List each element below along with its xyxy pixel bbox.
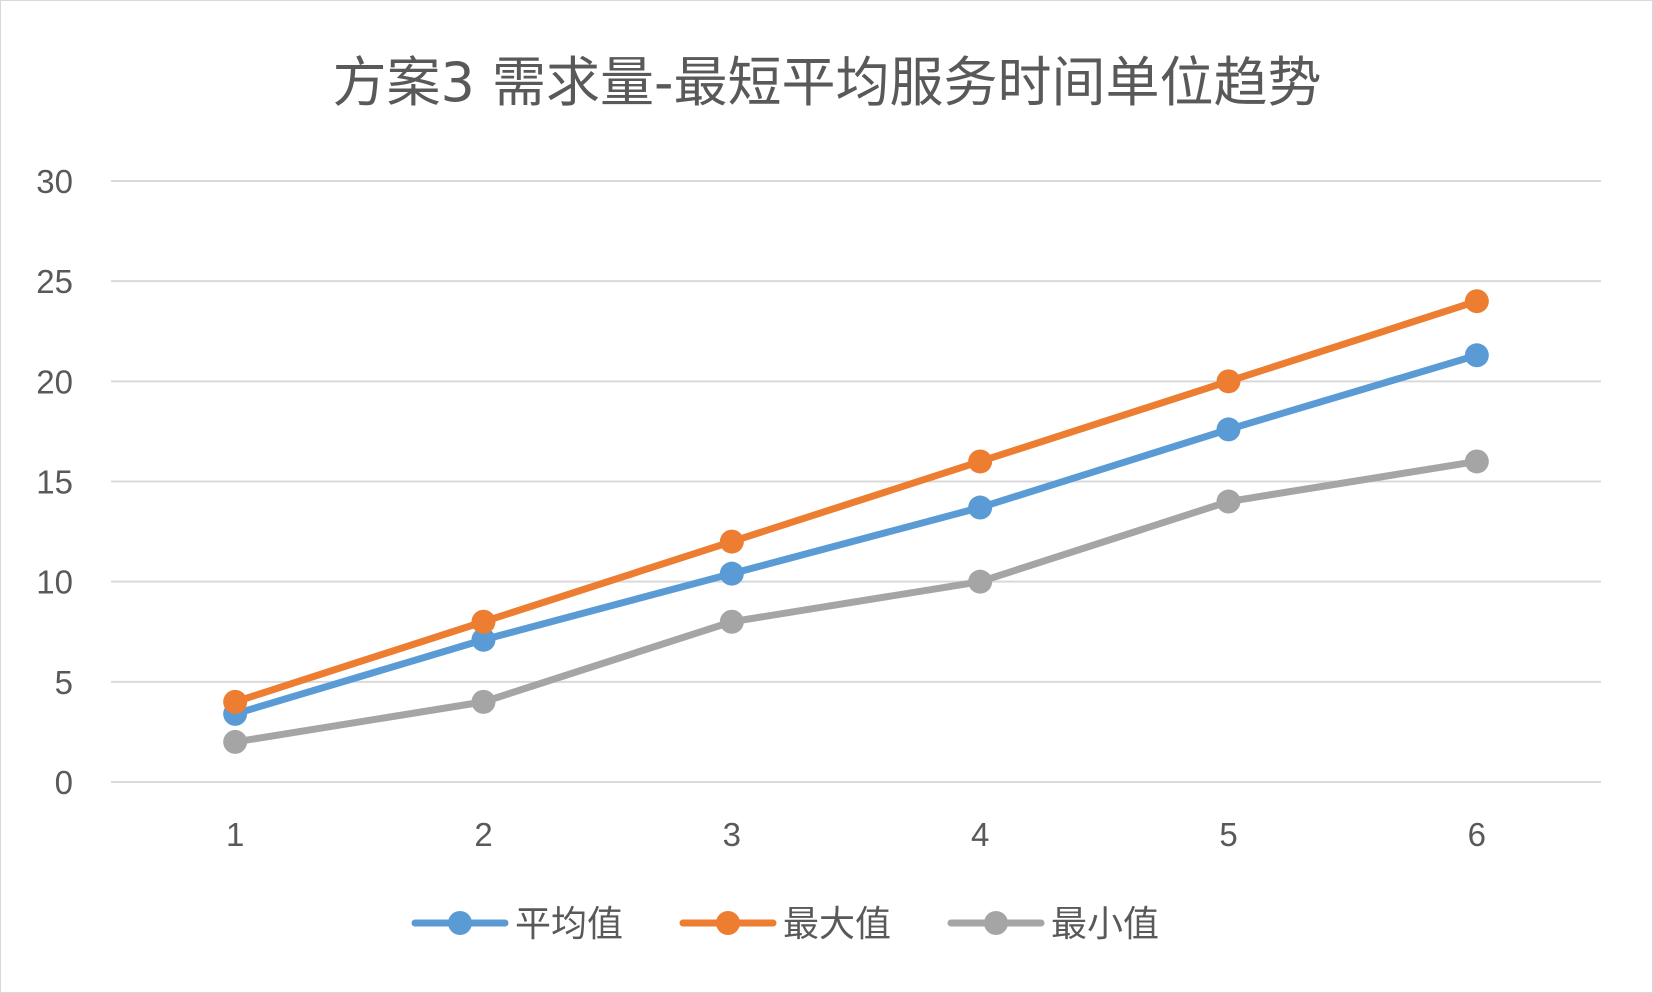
data-point — [223, 729, 248, 754]
data-point — [968, 569, 993, 594]
data-point — [1464, 449, 1489, 474]
x-tick-label: 5 — [1219, 816, 1237, 853]
y-tick-label: 30 — [36, 163, 73, 200]
series-group — [223, 449, 1489, 754]
data-point — [719, 529, 744, 554]
data-point — [471, 627, 496, 652]
data-point — [968, 449, 993, 474]
series-group — [223, 343, 1489, 726]
data-point — [1216, 369, 1241, 394]
chart-title: 方案3 需求量-最短平均服务时间单位趋势 — [332, 51, 1321, 114]
series-line — [231, 351, 1481, 718]
y-tick-label: 20 — [36, 363, 73, 400]
gridlines — [111, 180, 1601, 783]
data-point — [719, 561, 744, 586]
y-tick-label: 5 — [55, 664, 73, 701]
legend-label: 最小值 — [1051, 904, 1159, 945]
data-point — [223, 689, 248, 714]
legend-item: 最小值 — [947, 904, 1159, 945]
x-tick-label: 2 — [474, 816, 492, 853]
x-tick-label: 6 — [1468, 816, 1486, 853]
series-line — [231, 457, 1481, 746]
series-group — [223, 289, 1489, 714]
y-tick-label: 25 — [36, 263, 73, 300]
y-tick-label: 10 — [36, 564, 73, 601]
series-line — [231, 297, 1481, 706]
x-tick-label: 4 — [971, 816, 989, 853]
data-point — [1464, 289, 1489, 314]
x-axis-tick-labels: 1 2 3 4 5 6 — [226, 816, 1486, 853]
y-tick-label: 0 — [55, 764, 73, 801]
legend-marker — [984, 911, 1008, 935]
legend-marker — [716, 911, 740, 935]
data-point — [471, 689, 496, 714]
legend-label: 最大值 — [783, 904, 891, 945]
series-lines — [223, 289, 1489, 754]
legend-item: 最大值 — [679, 904, 891, 945]
data-point — [968, 495, 993, 520]
data-point — [719, 609, 744, 634]
x-tick-label: 3 — [723, 816, 741, 853]
x-tick-label: 1 — [226, 816, 244, 853]
y-tick-label: 15 — [36, 464, 73, 501]
data-point — [471, 609, 496, 634]
legend-label: 平均值 — [515, 904, 623, 945]
data-point — [1464, 343, 1489, 368]
y-axis-tick-labels: 0 5 10 15 20 25 30 — [36, 163, 73, 801]
data-point — [1216, 417, 1241, 442]
legend-item: 平均值 — [411, 904, 623, 945]
legend-marker — [448, 911, 472, 935]
legend: 平均值 最大值 最小值 — [411, 904, 1159, 945]
data-point — [1216, 489, 1241, 514]
